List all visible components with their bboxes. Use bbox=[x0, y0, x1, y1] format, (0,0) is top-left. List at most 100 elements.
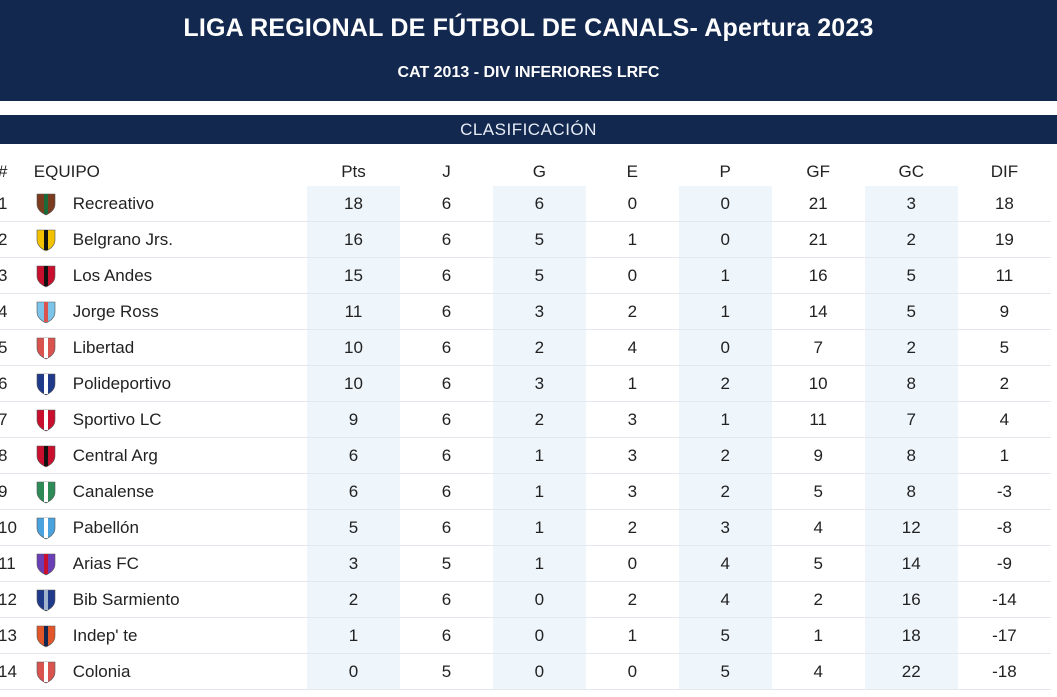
table-row[interactable]: 9 Canalense 6 6 1 3 2 5 8 -3 bbox=[0, 473, 1051, 510]
team-cell-content: Sportivo LC bbox=[34, 408, 307, 432]
team-cell: Recreativo bbox=[34, 186, 307, 222]
won-cell: 1 bbox=[492, 437, 586, 474]
goal-difference-cell: 11 bbox=[995, 265, 1014, 285]
goals-against-cell: 5 bbox=[864, 257, 958, 294]
drawn-cell: 1 bbox=[627, 373, 638, 393]
position-cell: 1 bbox=[0, 193, 8, 213]
canalense-crest-icon bbox=[36, 481, 56, 503]
col-header-position[interactable]: # bbox=[0, 157, 34, 186]
team-cell-content: Recreativo bbox=[34, 192, 307, 216]
team-cell: Jorge Ross bbox=[34, 294, 307, 330]
position-cell: 12 bbox=[0, 589, 17, 609]
goal-difference-cell: 5 bbox=[999, 337, 1010, 357]
team-name: Sportivo LC bbox=[72, 409, 162, 429]
team-cell: Libertad bbox=[34, 330, 307, 366]
recreativo-crest-icon bbox=[36, 193, 56, 215]
points-cell: 11 bbox=[306, 293, 401, 330]
goals-against-cell: 8 bbox=[864, 365, 958, 402]
col-header-won[interactable]: G bbox=[532, 161, 546, 181]
points-cell: 16 bbox=[306, 221, 401, 258]
drawn-cell: 2 bbox=[627, 301, 638, 321]
points-cell: 5 bbox=[306, 509, 401, 546]
team-name: Libertad bbox=[72, 337, 135, 357]
table-row[interactable]: 14 Colonia 0 5 0 0 5 4 22 -18 bbox=[0, 653, 1051, 690]
team-name: Central Arg bbox=[72, 445, 158, 465]
col-header-goal-difference[interactable]: DIF bbox=[990, 161, 1019, 181]
pabellon-crest-icon bbox=[36, 517, 56, 539]
played-cell: 6 bbox=[441, 373, 452, 393]
position-cell: 9 bbox=[0, 481, 8, 501]
goals-against-cell: 12 bbox=[864, 509, 958, 546]
table-row[interactable]: 6 Polideportivo 10 6 3 1 2 10 8 2 bbox=[0, 365, 1051, 402]
table-row[interactable]: 13 Indep' te 1 6 0 1 5 1 18 -17 bbox=[0, 617, 1051, 654]
team-cell: Arias FC bbox=[34, 546, 307, 582]
col-header-drawn[interactable]: E bbox=[626, 161, 638, 181]
points-cell: 1 bbox=[306, 617, 401, 654]
lost-cell: 0 bbox=[678, 186, 772, 222]
table-row[interactable]: 2 Belgrano Jrs. 16 6 5 1 0 21 2 19 bbox=[0, 221, 1051, 258]
team-name: Colonia bbox=[72, 661, 131, 681]
col-header-lost[interactable]: P bbox=[719, 161, 731, 181]
played-cell: 6 bbox=[441, 625, 452, 645]
col-header-played[interactable]: J bbox=[442, 161, 451, 181]
page-title: LIGA REGIONAL DE FÚTBOL DE CANALS- Apert… bbox=[183, 14, 874, 42]
points-cell: 18 bbox=[306, 186, 401, 222]
table-row[interactable]: 4 Jorge Ross 11 6 3 2 1 14 5 9 bbox=[0, 293, 1051, 330]
played-cell: 6 bbox=[441, 589, 452, 609]
sportivo-lc-crest-icon bbox=[36, 409, 56, 431]
played-cell: 6 bbox=[441, 265, 452, 285]
played-cell: 6 bbox=[441, 193, 452, 213]
team-cell-content: Arias FC bbox=[34, 552, 307, 576]
col-header-goals-against[interactable]: GC bbox=[898, 161, 925, 181]
lost-cell: 1 bbox=[678, 401, 772, 438]
won-cell: 0 bbox=[492, 653, 586, 690]
team-cell-content: Los Andes bbox=[34, 264, 307, 288]
table-row[interactable]: 8 Central Arg 6 6 1 3 2 9 8 1 bbox=[0, 437, 1051, 474]
points-cell: 2 bbox=[306, 581, 401, 618]
bib-sarmiento-crest-icon bbox=[36, 589, 56, 611]
drawn-cell: 3 bbox=[627, 445, 638, 465]
table-row[interactable]: 1 Recreativo 18 6 6 0 0 21 3 18 bbox=[0, 186, 1051, 222]
lost-cell: 0 bbox=[678, 329, 772, 366]
belgrano-jrs-crest-icon bbox=[36, 229, 56, 251]
goal-difference-cell: -14 bbox=[992, 589, 1017, 609]
table-row[interactable]: 7 Sportivo LC 9 6 2 3 1 11 7 4 bbox=[0, 401, 1051, 438]
team-cell: Sportivo LC bbox=[34, 402, 307, 438]
team-cell-content: Canalense bbox=[34, 480, 307, 504]
points-cell: 10 bbox=[306, 329, 401, 366]
lost-cell: 4 bbox=[678, 581, 772, 618]
team-name: Pabellón bbox=[72, 517, 139, 537]
team-name: Indep' te bbox=[72, 625, 138, 645]
team-name: Arias FC bbox=[72, 553, 139, 573]
goals-for-cell: 21 bbox=[808, 229, 828, 249]
table-row[interactable]: 12 Bib Sarmiento 2 6 0 2 4 2 16 -14 bbox=[0, 581, 1051, 618]
team-cell-content: Bib Sarmiento bbox=[34, 588, 307, 612]
goal-difference-cell: -9 bbox=[996, 553, 1012, 573]
drawn-cell: 3 bbox=[627, 481, 638, 501]
table-row[interactable]: 10 Pabellón 5 6 1 2 3 4 12 -8 bbox=[0, 509, 1051, 546]
lost-cell: 3 bbox=[678, 509, 772, 546]
team-cell-content: Pabellón bbox=[34, 516, 307, 540]
table-row[interactable]: 3 Los Andes 15 6 5 0 1 16 5 11 bbox=[0, 257, 1051, 294]
col-header-points[interactable]: Pts bbox=[341, 161, 366, 181]
team-cell-content: Belgrano Jrs. bbox=[34, 228, 307, 252]
goal-difference-cell: -3 bbox=[996, 481, 1012, 501]
table-row[interactable]: 11 Arias FC 3 5 1 0 4 5 14 -9 bbox=[0, 545, 1051, 582]
los-andes-crest-icon bbox=[36, 265, 56, 287]
played-cell: 5 bbox=[441, 661, 452, 681]
won-cell: 1 bbox=[492, 545, 586, 582]
played-cell: 6 bbox=[441, 445, 452, 465]
goals-against-cell: 3 bbox=[864, 186, 958, 222]
goals-for-cell: 11 bbox=[809, 409, 828, 429]
played-cell: 6 bbox=[441, 229, 452, 249]
played-cell: 6 bbox=[441, 301, 452, 321]
col-header-team[interactable]: EQUIPO bbox=[33, 161, 100, 181]
goal-difference-cell: 1 bbox=[999, 445, 1010, 465]
goals-against-cell: 2 bbox=[864, 221, 958, 258]
goal-difference-cell: 19 bbox=[994, 229, 1014, 249]
team-name: Recreativo bbox=[72, 193, 155, 213]
drawn-cell: 4 bbox=[627, 337, 638, 357]
position-cell: 6 bbox=[0, 373, 8, 393]
col-header-goals-for[interactable]: GF bbox=[806, 161, 830, 181]
table-row[interactable]: 5 Libertad 10 6 2 4 0 7 2 5 bbox=[0, 329, 1051, 366]
